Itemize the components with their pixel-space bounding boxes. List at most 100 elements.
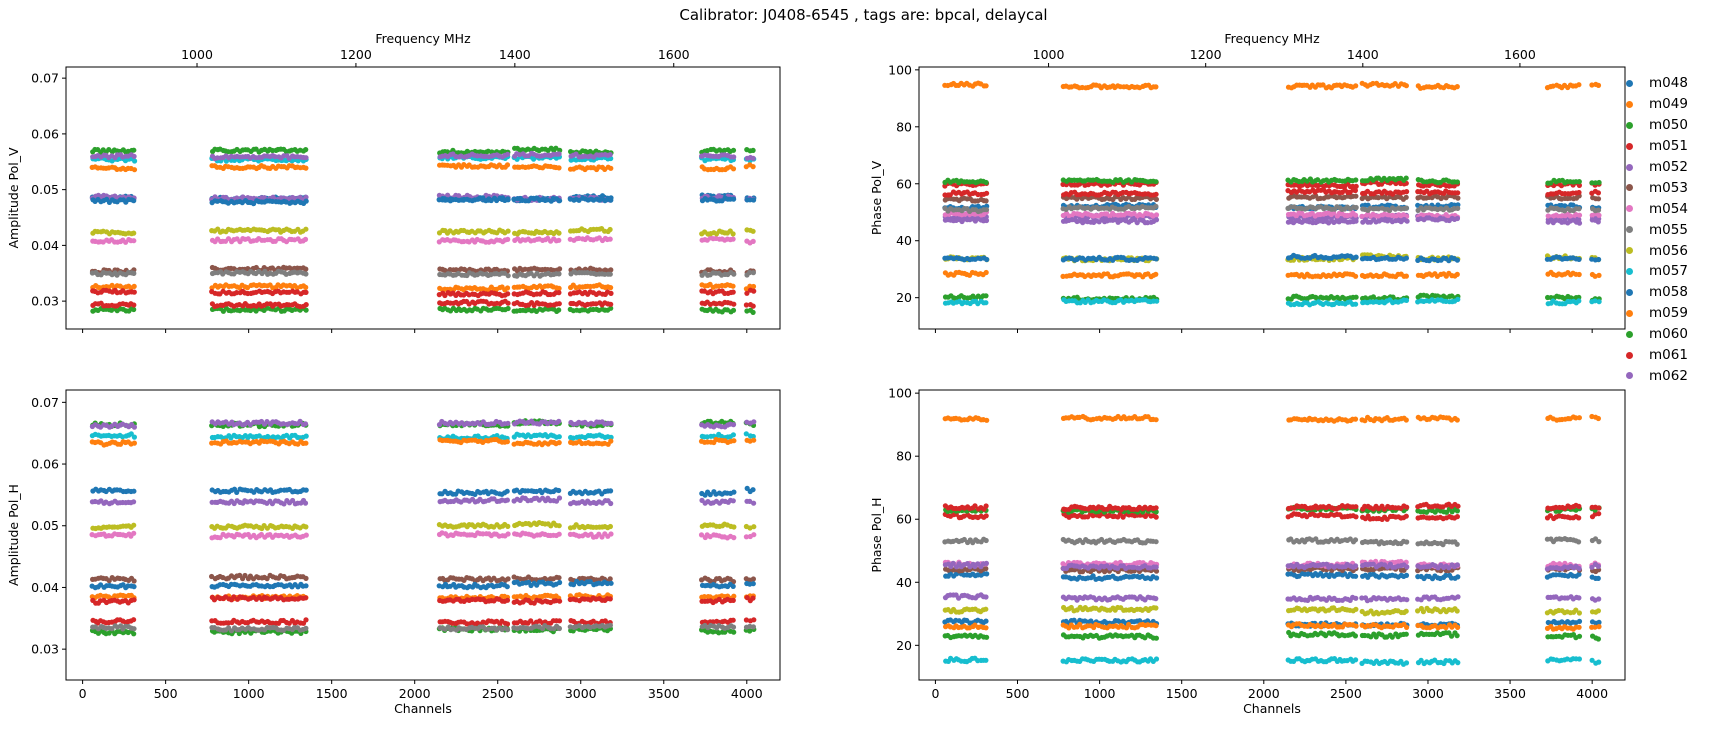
y-tick-label: 20	[896, 290, 912, 305]
scatter-points	[89, 145, 757, 315]
data-point	[1154, 298, 1160, 304]
data-point	[1153, 84, 1159, 90]
data-point	[505, 236, 511, 242]
data-point	[504, 497, 510, 503]
series-m058	[90, 195, 757, 207]
data-point	[131, 270, 137, 276]
data-point	[303, 194, 309, 200]
data-point	[557, 266, 563, 272]
data-point	[750, 576, 757, 582]
data-point	[730, 307, 737, 313]
top-x-tick-label: 1600	[658, 47, 690, 62]
data-point	[1403, 83, 1409, 89]
data-point	[303, 284, 309, 290]
data-point	[505, 300, 511, 306]
data-point	[131, 230, 137, 236]
data-point	[983, 207, 990, 213]
data-point	[983, 217, 990, 224]
data-point	[1131, 210, 1137, 217]
data-point	[501, 270, 508, 276]
series-m061	[90, 287, 757, 299]
data-point	[1595, 190, 1601, 196]
series-m051	[90, 298, 756, 310]
series-m055	[90, 622, 757, 634]
data-point	[272, 154, 278, 160]
data-point	[505, 273, 511, 279]
data-point	[303, 575, 309, 582]
series-m052	[942, 212, 1602, 223]
series-m051	[90, 617, 757, 627]
data-point	[505, 576, 511, 582]
series-m049	[90, 281, 757, 293]
data-point	[505, 151, 511, 157]
data-point	[556, 487, 562, 494]
data-point	[303, 433, 309, 439]
top-x-axis-label: Frequency MHz	[1224, 31, 1320, 46]
data-point	[1576, 212, 1583, 218]
data-point	[131, 578, 137, 584]
data-point	[1576, 298, 1582, 304]
data-point	[983, 293, 989, 299]
data-point	[730, 289, 736, 295]
data-point	[131, 617, 137, 623]
series-m048	[90, 485, 756, 498]
data-point	[1454, 271, 1460, 277]
data-point	[731, 524, 737, 530]
top-x-tick-label: 1200	[1190, 47, 1222, 62]
data-point	[303, 147, 309, 153]
data-point	[751, 197, 757, 203]
y-tick-label: 80	[896, 119, 912, 134]
series-m050	[90, 305, 756, 315]
data-point	[556, 531, 562, 537]
data-point	[1370, 80, 1376, 87]
data-point	[303, 532, 309, 538]
data-point	[1353, 254, 1359, 260]
series-m048	[942, 201, 1602, 212]
data-point	[730, 617, 736, 623]
data-point	[607, 622, 614, 628]
data-point	[556, 290, 562, 296]
data-point	[731, 629, 737, 635]
data-point	[553, 145, 559, 151]
data-point	[730, 147, 737, 153]
plot-frame	[65, 66, 781, 330]
data-point	[303, 524, 309, 530]
data-point	[505, 523, 511, 530]
series-m054	[942, 209, 1602, 220]
data-point	[750, 283, 757, 290]
data-point	[303, 155, 309, 161]
data-point	[1596, 256, 1602, 263]
data-point	[556, 523, 562, 529]
data-point	[576, 235, 582, 241]
data-point	[303, 625, 309, 632]
data-point	[131, 499, 137, 505]
data-point	[730, 236, 736, 242]
data-point	[607, 576, 613, 582]
data-point	[750, 303, 756, 309]
data-point	[1153, 256, 1159, 262]
data-point	[556, 271, 562, 277]
data-point	[131, 283, 137, 289]
data-point	[731, 271, 737, 277]
data-point	[1454, 84, 1460, 90]
data-point	[1595, 219, 1601, 225]
data-point	[750, 155, 756, 161]
y-tick-label: 40	[896, 233, 912, 248]
data-point	[1153, 212, 1160, 218]
data-point	[1403, 297, 1410, 303]
data-point	[556, 165, 562, 171]
data-point	[131, 626, 137, 632]
data-point	[1353, 301, 1359, 307]
series-m054	[90, 235, 756, 246]
data-point	[131, 530, 137, 536]
y-tick-label: 100	[888, 62, 912, 77]
data-point	[1403, 194, 1409, 200]
data-point	[302, 500, 309, 506]
top-x-axis-label: Frequency MHz	[375, 31, 471, 46]
data-point	[303, 307, 309, 313]
data-point	[1455, 205, 1461, 211]
data-point	[751, 524, 757, 530]
data-point	[556, 575, 562, 581]
